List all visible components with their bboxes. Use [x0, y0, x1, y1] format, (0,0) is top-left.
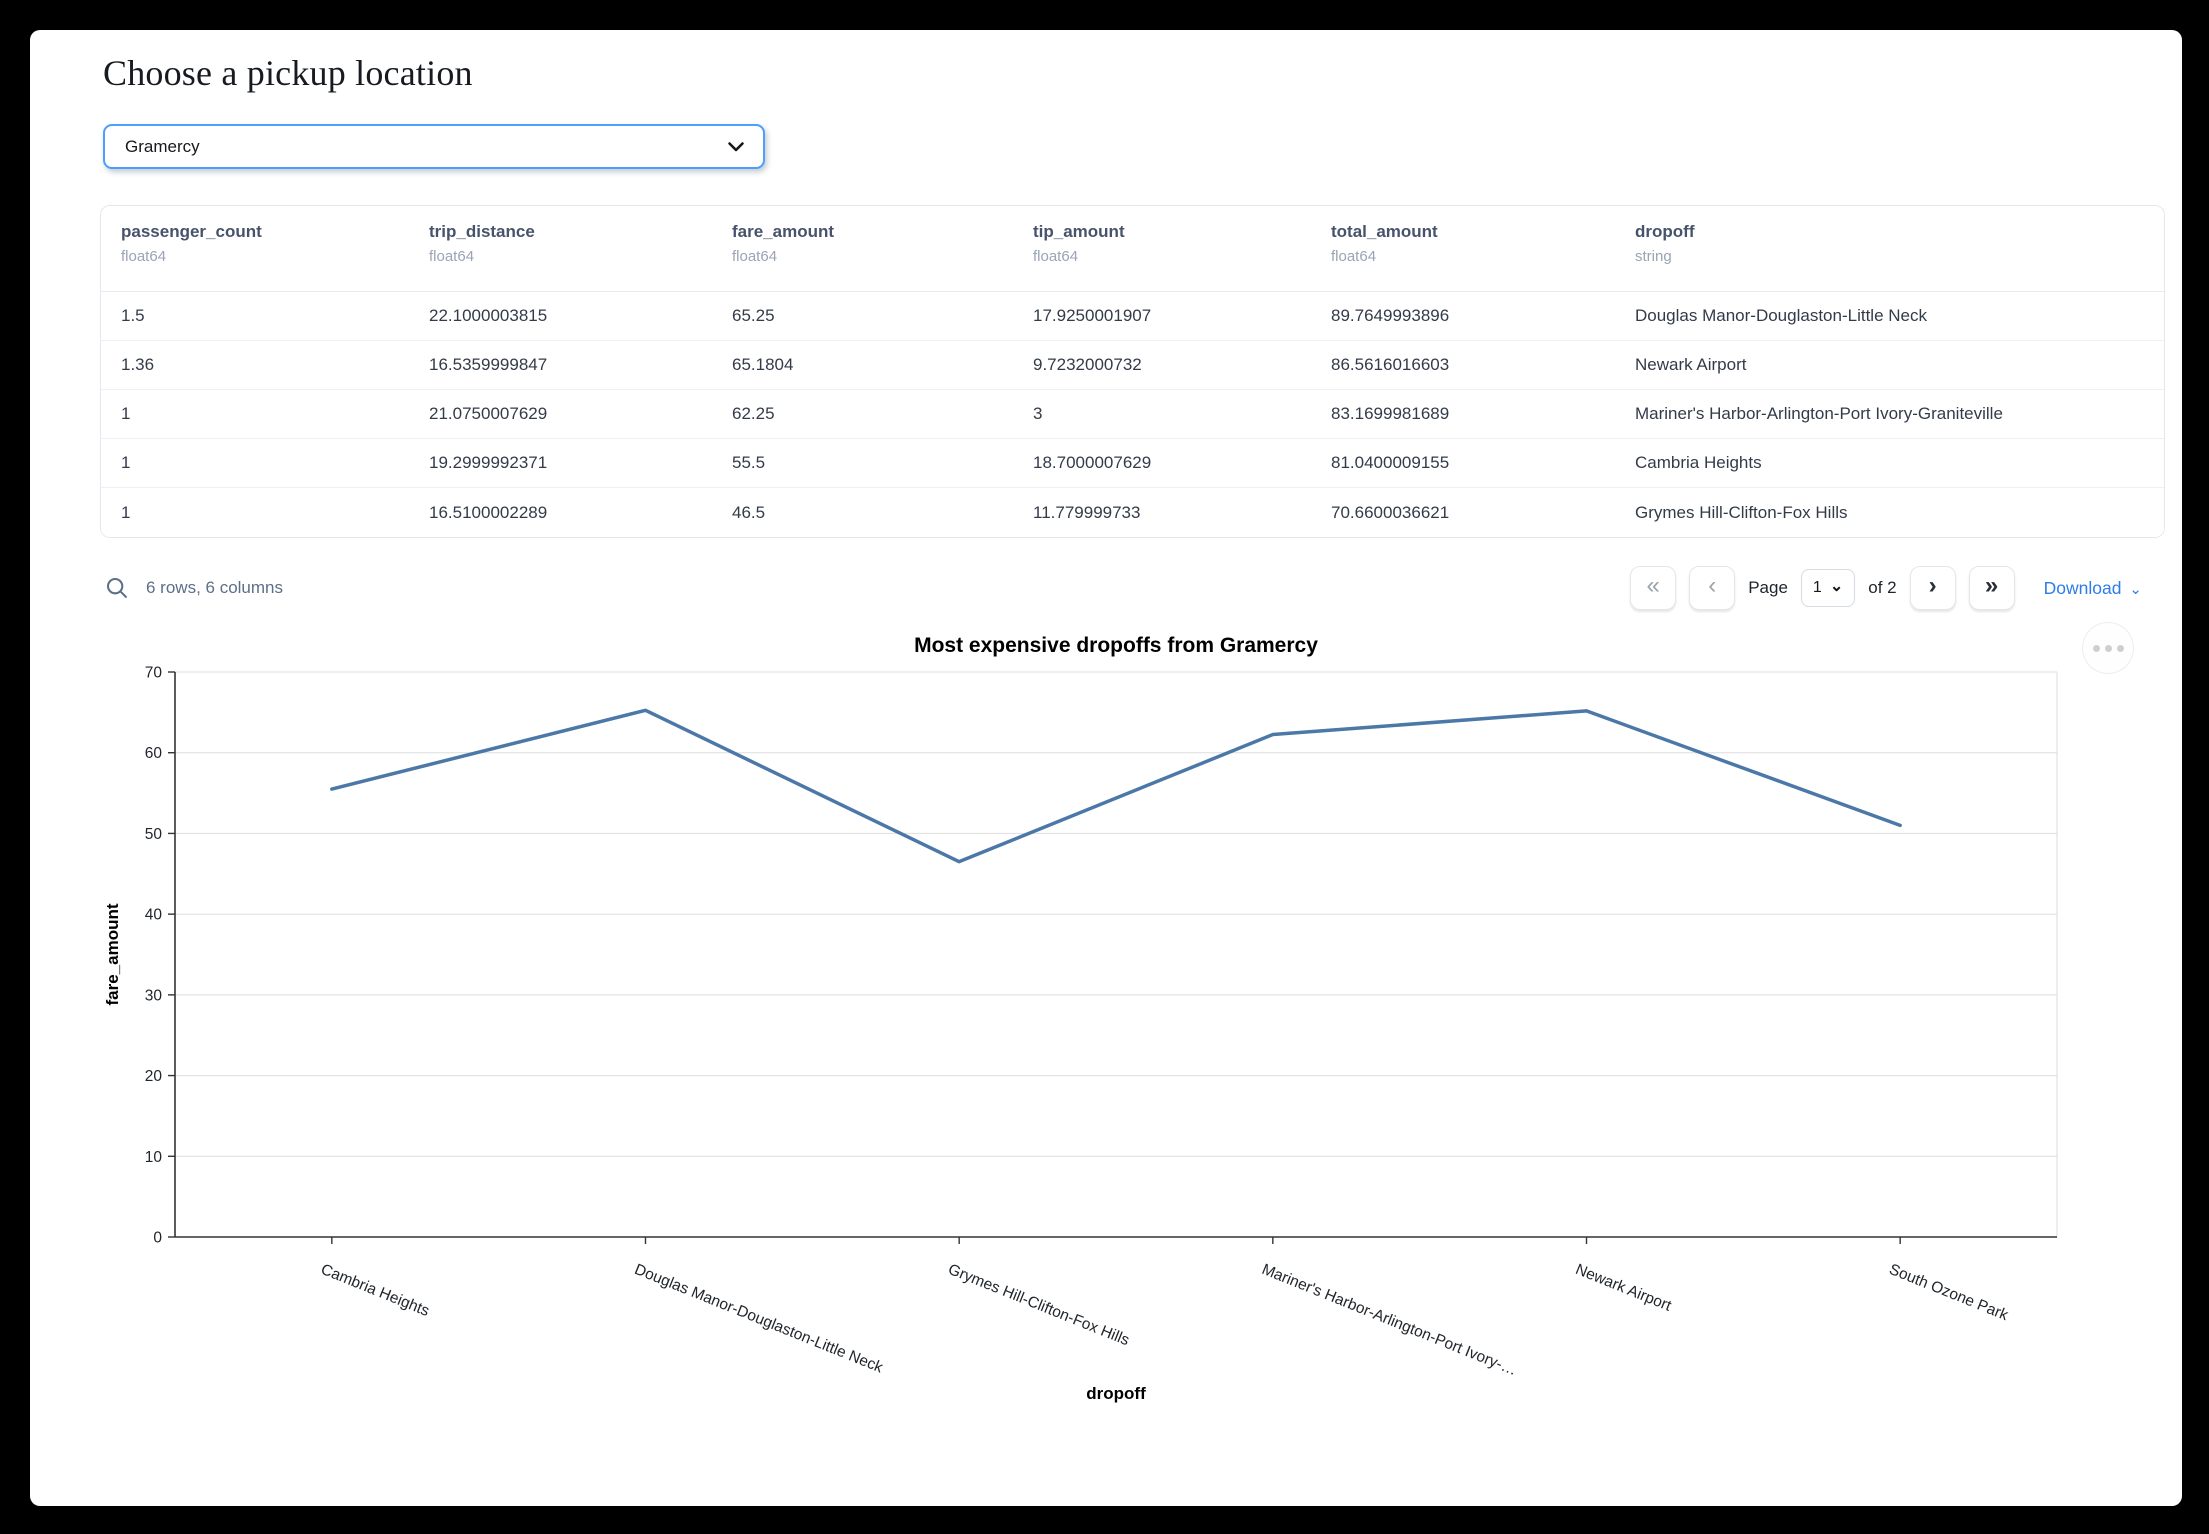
page-label: Page	[1748, 578, 1788, 597]
svg-text:30: 30	[145, 987, 163, 1004]
table-row[interactable]: 1.5 22.1000003815 65.25 17.9250001907 89…	[101, 292, 2164, 341]
column-header-fare-amount[interactable]: fare_amount float64	[732, 222, 835, 265]
table-row[interactable]: 1 16.5100002289 46.5 11.779999733 70.660…	[101, 488, 2164, 537]
previous-page-button[interactable]: ‹	[1689, 566, 1736, 610]
table-footer: 6 rows, 6 columns « ‹ Page 1 ⌄ of 2 › » …	[100, 564, 2142, 612]
column-header-dropoff[interactable]: dropoff string	[1635, 222, 1695, 265]
chevron-down-icon: ⌄	[1829, 577, 1844, 595]
previous-page-icon: ‹	[1708, 572, 1717, 599]
page-total-label: of 2	[1868, 578, 1897, 597]
column-header-tip-amount[interactable]: tip_amount float64	[1033, 222, 1125, 265]
next-page-icon: ›	[1928, 572, 1937, 599]
download-label: Download	[2043, 577, 2122, 598]
chart-actions-button[interactable]	[2082, 622, 2134, 674]
table-row[interactable]: 1 21.0750007629 62.25 3 83.1699981689 Ma…	[101, 390, 2164, 439]
column-header-trip-distance[interactable]: trip_distance float64	[429, 222, 535, 265]
ellipsis-icon	[2116, 644, 2124, 652]
page-select-value: 1	[1812, 579, 1822, 596]
first-page-icon: «	[1646, 572, 1660, 599]
search-icon[interactable]	[104, 575, 130, 601]
svg-text:Mariner's Harbor-Arlington-Por: Mariner's Harbor-Arlington-Port Ivory-…	[1259, 1261, 1519, 1379]
ellipsis-icon	[2092, 644, 2100, 652]
table-row[interactable]: 1 19.2999992371 55.5 18.7000007629 81.04…	[101, 439, 2164, 488]
x-axis-title: dropoff	[1086, 1384, 1146, 1403]
svg-text:60: 60	[145, 745, 163, 762]
svg-text:Newark Airport: Newark Airport	[1573, 1261, 1674, 1315]
svg-text:Douglas Manor-Douglaston-Littl: Douglas Manor-Douglaston-Little Neck	[632, 1261, 885, 1377]
svg-text:10: 10	[145, 1149, 163, 1166]
page-title: Choose a pickup location	[103, 53, 473, 93]
column-header-total-amount[interactable]: total_amount float64	[1331, 222, 1438, 265]
column-header-passenger-count[interactable]: passenger_count float64	[121, 222, 262, 265]
svg-text:Cambria Heights: Cambria Heights	[318, 1261, 432, 1320]
svg-text:South Ozone Park: South Ozone Park	[1887, 1261, 2011, 1324]
chevron-down-icon: ⌄	[2129, 580, 2142, 598]
data-table: passenger_count float64 trip_distance fl…	[100, 205, 2165, 538]
row-count-summary: 6 rows, 6 columns	[146, 578, 283, 597]
pagination-controls: « ‹ Page 1 ⌄ of 2 › » Download ⌄	[1630, 566, 2142, 610]
svg-text:Grymes Hill-Clifton-Fox Hills: Grymes Hill-Clifton-Fox Hills	[946, 1261, 1132, 1349]
next-page-button[interactable]: ›	[1909, 566, 1956, 610]
table-header-row: passenger_count float64 trip_distance fl…	[101, 206, 2164, 292]
notebook-card: Choose a pickup location Gramercy passen…	[30, 30, 2182, 1506]
last-page-icon: »	[1984, 572, 1999, 599]
dropoff-chart: 0 10 20 30 40 50 60 70 Cambria Heights Douglas Ma…	[103, 634, 2058, 1403]
chart-title: Most expensive dropoffs from Gramercy	[914, 634, 1318, 657]
download-button[interactable]: Download ⌄	[2044, 578, 2142, 599]
pickup-location-select[interactable]: Gramercy	[103, 124, 765, 169]
y-axis-title: fare_amount	[103, 903, 122, 1005]
pickup-location-value: Gramercy	[125, 136, 200, 156]
table-row[interactable]: 1.36 16.5359999847 65.1804 9.7232000732 …	[101, 341, 2164, 390]
ellipsis-icon	[2104, 644, 2112, 652]
last-page-button[interactable]: »	[1968, 566, 2015, 610]
chevron-down-icon	[728, 141, 744, 151]
svg-text:40: 40	[145, 907, 163, 924]
svg-text:50: 50	[145, 826, 163, 843]
page-select[interactable]: 1 ⌄	[1800, 569, 1856, 607]
svg-text:70: 70	[145, 665, 163, 682]
svg-text:20: 20	[145, 1068, 163, 1085]
first-page-button[interactable]: «	[1630, 566, 1677, 610]
svg-text:0: 0	[153, 1230, 162, 1247]
